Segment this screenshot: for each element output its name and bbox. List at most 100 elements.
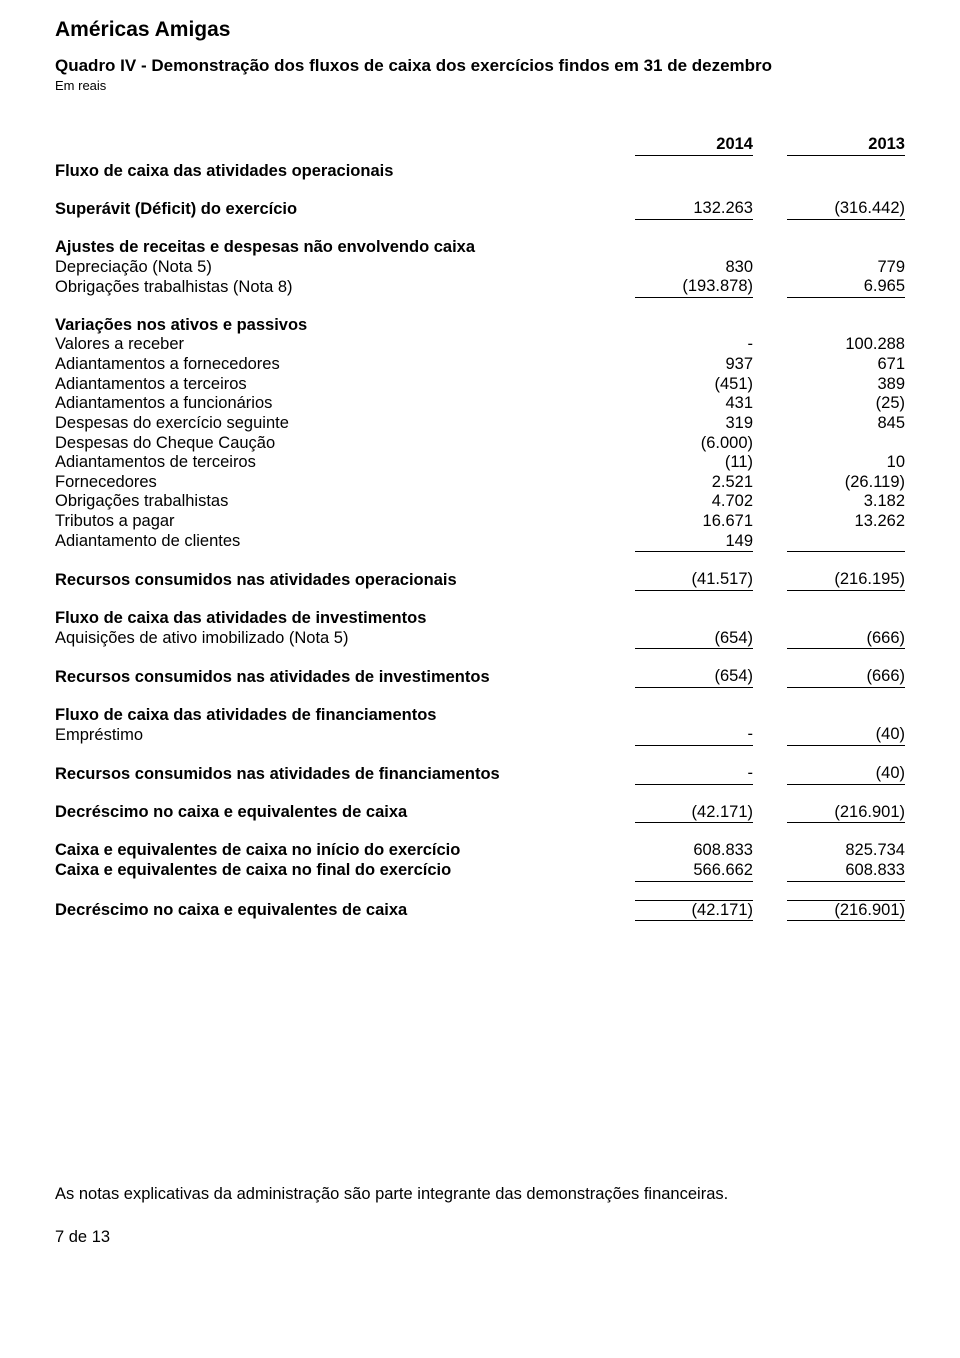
cell-y2: 671 [787, 355, 905, 375]
cell-label: Caixa e equivalentes de caixa no início … [55, 841, 635, 861]
row-final: Caixa e equivalentes de caixa no final d… [55, 861, 905, 881]
cell-y1: (654) [635, 629, 753, 649]
table-row: Adiantamentos a funcionários431 (25) [55, 394, 905, 414]
row-superavit: Superávit (Déficit) do exercício 132.263… [55, 199, 905, 219]
cell-label: Decréscimo no caixa e equivalentes de ca… [55, 900, 635, 921]
cell-y2: 100.288 [787, 335, 905, 355]
cell-label: Recursos consumidos nas atividades de in… [55, 667, 635, 687]
cell-y1: 431 [635, 394, 753, 414]
cell-y1: - [635, 335, 753, 355]
report-subtitle: Quadro IV - Demonstração dos fluxos de c… [55, 56, 905, 76]
cell-label: Obrigações trabalhistas [55, 492, 635, 512]
cell-y2: 845 [787, 414, 905, 434]
cell-y2: 3.182 [787, 492, 905, 512]
cell-y2 [787, 434, 905, 454]
row-dec1: Decréscimo no caixa e equivalentes de ca… [55, 803, 905, 823]
cell-label: Empréstimo [55, 725, 635, 745]
table-row: Adiantamentos de terceiros(11) 10 [55, 453, 905, 473]
section-ajustes-title: Ajustes de receitas e despesas não envol… [55, 238, 635, 258]
cell-y1: 830 [635, 258, 753, 278]
cell-y1: 16.671 [635, 512, 753, 532]
cell-y1: (6.000) [635, 434, 753, 454]
row-rec-op: Recursos consumidos nas atividades opera… [55, 570, 905, 590]
table-header-row: 2014 2013 [55, 135, 905, 155]
cell-label: Adiantamentos de terceiros [55, 453, 635, 473]
cell-label: Superávit (Déficit) do exercício [55, 199, 635, 219]
cell-y2: 608.833 [787, 861, 905, 881]
double-underline-row [55, 921, 905, 926]
cell-y2 [787, 532, 905, 552]
cell-label: Aquisições de ativo imobilizado (Nota 5) [55, 629, 635, 649]
cell-y1: 319 [635, 414, 753, 434]
cell-y2: 779 [787, 258, 905, 278]
section-op-title: Fluxo de caixa das atividades operaciona… [55, 162, 635, 182]
cell-label: Depreciação (Nota 5) [55, 258, 635, 278]
company-name: Américas Amigas [55, 18, 905, 42]
table-row: Adiantamento de clientes149 [55, 532, 905, 552]
cell-y1: (451) [635, 375, 753, 395]
cell-y2: (316.442) [787, 199, 905, 219]
cell-label: Adiantamentos a funcionários [55, 394, 635, 414]
cell-y1: 937 [635, 355, 753, 375]
cell-y1: 149 [635, 532, 753, 552]
cell-label: Adiantamentos a fornecedores [55, 355, 635, 375]
col-year-1: 2014 [635, 135, 753, 155]
cell-y1: (42.171) [635, 803, 753, 823]
cell-y1: (41.517) [635, 570, 753, 590]
cashflow-table: 2014 2013 Fluxo de caixa das atividades … [55, 135, 905, 925]
cell-y2: (40) [787, 725, 905, 745]
cell-y1: - [635, 764, 753, 784]
cell-label: Tributos a pagar [55, 512, 635, 532]
row-rec-fin: Recursos consumidos nas atividades de fi… [55, 764, 905, 784]
cell-y2: (25) [787, 394, 905, 414]
cell-y1: 2.521 [635, 473, 753, 493]
cell-y2: (666) [787, 629, 905, 649]
table-row: Obrigações trabalhistas4.702 3.182 [55, 492, 905, 512]
row-rec-inv: Recursos consumidos nas atividades de in… [55, 667, 905, 687]
table-row: Depreciação (Nota 5) 830 779 [55, 258, 905, 278]
cell-y2: 825.734 [787, 841, 905, 861]
currency-note: Em reais [55, 78, 905, 93]
cell-y2: (26.119) [787, 473, 905, 493]
cell-y1: (193.878) [635, 277, 753, 297]
cell-label: Despesas do Cheque Caução [55, 434, 635, 454]
table-row: Despesas do exercício seguinte319 845 [55, 414, 905, 434]
section-variacoes-title: Variações nos ativos e passivos [55, 316, 635, 336]
cell-label: Adiantamento de clientes [55, 532, 635, 552]
cell-label: Recursos consumidos nas atividades opera… [55, 570, 635, 590]
table-row: Empréstimo - (40) [55, 725, 905, 745]
cell-y2: (666) [787, 667, 905, 687]
cell-label: Valores a receber [55, 335, 635, 355]
cell-y1: - [635, 725, 753, 745]
table-row: Valores a receber- 100.288 [55, 335, 905, 355]
section-inv-title: Fluxo de caixa das atividades de investi… [55, 609, 635, 629]
cell-label: Fornecedores [55, 473, 635, 493]
cell-y1: 608.833 [635, 841, 753, 861]
cell-y1: 132.263 [635, 199, 753, 219]
table-row: Fornecedores2.521 (26.119) [55, 473, 905, 493]
table-row: Despesas do Cheque Caução(6.000) [55, 434, 905, 454]
cell-y2: 13.262 [787, 512, 905, 532]
table-row: Adiantamentos a terceiros(451)389 [55, 375, 905, 395]
cell-y1: (654) [635, 667, 753, 687]
row-inicio: Caixa e equivalentes de caixa no início … [55, 841, 905, 861]
cell-label: Caixa e equivalentes de caixa no final d… [55, 861, 635, 881]
col-year-2: 2013 [787, 135, 905, 155]
cell-y1: (11) [635, 453, 753, 473]
cell-label: Decréscimo no caixa e equivalentes de ca… [55, 803, 635, 823]
footer-note: As notas explicativas da administração s… [55, 1185, 905, 1204]
cell-y1: (42.171) [635, 900, 753, 921]
table-row: Adiantamentos a fornecedores937 671 [55, 355, 905, 375]
cell-y1: 4.702 [635, 492, 753, 512]
row-dec2: Decréscimo no caixa e equivalentes de ca… [55, 900, 905, 921]
cell-y2: 10 [787, 453, 905, 473]
page-number: 7 de 13 [55, 1228, 905, 1247]
table-row: Tributos a pagar16.671 13.262 [55, 512, 905, 532]
table-row: Aquisições de ativo imobilizado (Nota 5)… [55, 629, 905, 649]
cell-label: Obrigações trabalhistas (Nota 8) [55, 277, 635, 297]
cell-y2: (216.901) [787, 803, 905, 823]
cell-y2: (40) [787, 764, 905, 784]
cell-y2: (216.901) [787, 900, 905, 921]
cell-label: Despesas do exercício seguinte [55, 414, 635, 434]
cell-y1: 566.662 [635, 861, 753, 881]
